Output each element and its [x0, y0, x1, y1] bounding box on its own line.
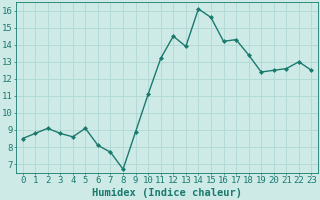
X-axis label: Humidex (Indice chaleur): Humidex (Indice chaleur) — [92, 188, 242, 198]
